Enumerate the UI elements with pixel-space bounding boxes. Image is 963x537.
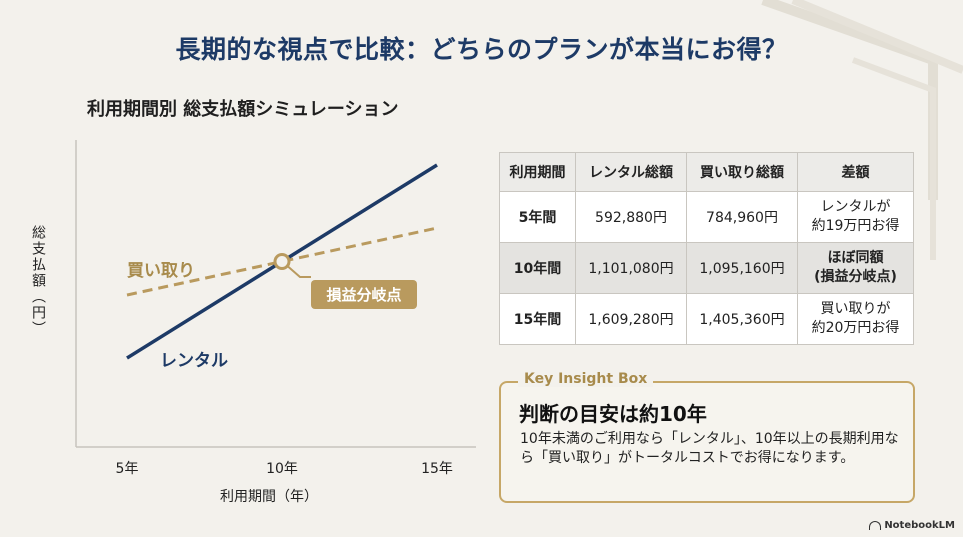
chart-title: 利用期間別 総支払額シミュレーション	[87, 99, 399, 120]
x-tick-label: 5年	[115, 461, 139, 477]
purchase-total-cell: 1,095,160円	[686, 242, 798, 294]
purchase-total-cell: 1,405,360円	[686, 293, 798, 345]
background-decoration	[761, 0, 963, 260]
x-tick-label: 15年	[421, 461, 453, 477]
line-chart	[75, 140, 476, 448]
x-tick-label: 10年	[266, 461, 298, 477]
column-header: 買い取り総額	[686, 152, 798, 192]
difference-line: (損益分岐点)	[814, 269, 897, 285]
difference-cell: 買い取りが約20万円お得	[797, 293, 914, 345]
table-header-row: 利用期間 レンタル総額 買い取り総額 差額	[499, 152, 914, 192]
callout-leader-line	[287, 265, 311, 278]
column-header: 利用期間	[499, 152, 576, 192]
table-row: 5年間 592,880円 784,960円 レンタルが約19万円お得	[499, 191, 914, 243]
difference-line: ほぼ同額	[827, 250, 884, 266]
rental-total-cell: 1,609,280円	[575, 293, 687, 345]
period-cell: 15年間	[499, 293, 576, 345]
break-even-point	[273, 253, 291, 270]
difference-line: レンタルが	[820, 199, 891, 215]
rental-total-cell: 1,101,080円	[575, 242, 687, 294]
brand-watermark: NotebookLM	[869, 520, 955, 531]
series-label-rental: レンタル	[160, 351, 228, 371]
insight-body: 10年未満のご利用なら「レンタル」、10年以上の長期利用なら「買い取り」がトータ…	[520, 431, 899, 466]
break-even-callout: 損益分岐点	[311, 280, 417, 309]
rental-total-cell: 592,880円	[575, 191, 687, 243]
series-line-purchase	[126, 226, 438, 297]
insight-title: 判断の目安は約10年	[519, 402, 707, 426]
insight-box	[499, 381, 915, 503]
x-axis-label: 利用期間（年）	[220, 489, 318, 505]
period-cell: 5年間	[499, 191, 576, 243]
table-row: 15年間 1,609,280円 1,405,360円 買い取りが約20万円お得	[499, 293, 914, 345]
column-header: レンタル総額	[575, 152, 687, 192]
difference-cell: レンタルが約19万円お得	[797, 191, 914, 243]
table-row: 10年間 1,101,080円 1,095,160円 ほぼ同額 (損益分岐点)	[499, 242, 914, 294]
difference-line: 約19万円お得	[811, 218, 900, 234]
difference-line: 約20万円お得	[811, 320, 900, 336]
notebooklm-logo-icon	[869, 521, 882, 530]
brand-name: NotebookLM	[884, 520, 955, 531]
difference-cell: ほぼ同額 (損益分岐点)	[797, 242, 914, 294]
page-title: 長期的な視点で比較：どちらのプランが本当にお得？	[175, 35, 788, 64]
insight-heading: Key Insight Box	[518, 371, 654, 387]
series-label-purchase: 買い取り	[127, 261, 195, 281]
difference-line: 買い取りが	[820, 301, 891, 317]
y-axis-label: 総支払額（円）	[30, 225, 46, 337]
purchase-total-cell: 784,960円	[686, 191, 798, 243]
period-cell: 10年間	[499, 242, 576, 294]
column-header: 差額	[797, 152, 914, 192]
comparison-table: 利用期間 レンタル総額 買い取り総額 差額 5年間 592,880円 784,9…	[499, 152, 914, 345]
